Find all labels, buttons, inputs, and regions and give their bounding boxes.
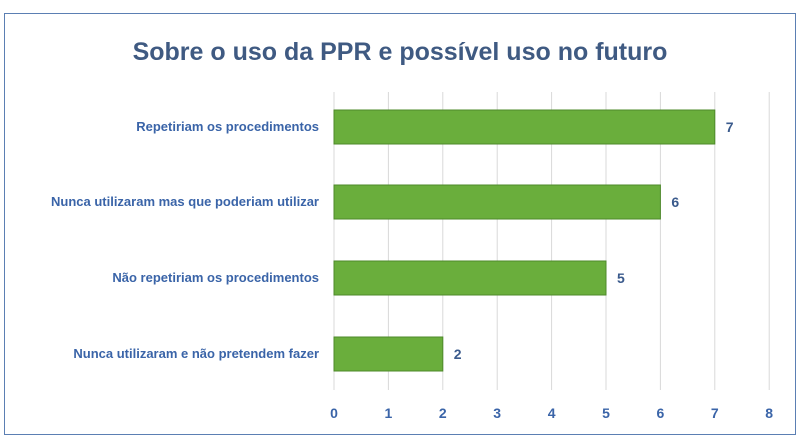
data-label: 2 xyxy=(454,346,462,362)
category-label: Não repetiriam os procedimentos xyxy=(112,270,319,285)
x-tick-label: 8 xyxy=(765,405,773,421)
data-label: 6 xyxy=(671,194,679,210)
chart-title: Sobre o uso da PPR e possível uso no fut… xyxy=(132,38,668,66)
data-label: 7 xyxy=(726,119,734,135)
data-label: 5 xyxy=(617,270,625,286)
x-tick-label: 7 xyxy=(711,405,719,421)
x-tick-label: 6 xyxy=(657,405,665,421)
x-tick-label: 1 xyxy=(385,405,393,421)
bar xyxy=(333,260,607,296)
category-label: Nunca utilizaram mas que poderiam utiliz… xyxy=(51,194,319,209)
category-label: Nunca utilizaram e não pretendem fazer xyxy=(73,346,319,361)
x-tick-label: 4 xyxy=(548,405,556,421)
bar xyxy=(333,184,661,220)
x-tick-label: 0 xyxy=(330,405,338,421)
x-tick-label: 2 xyxy=(439,405,447,421)
x-tick-label: 5 xyxy=(602,405,610,421)
x-tick-label: 3 xyxy=(493,405,501,421)
bar xyxy=(333,336,444,372)
bar xyxy=(333,109,716,145)
category-label: Repetiriam os procedimentos xyxy=(136,119,319,134)
